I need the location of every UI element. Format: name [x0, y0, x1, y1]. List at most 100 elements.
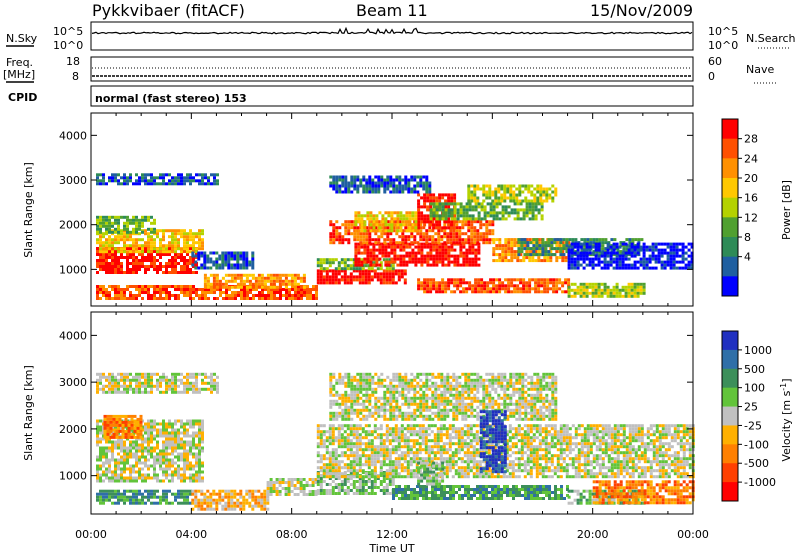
data-cell	[369, 251, 373, 255]
data-cell	[189, 294, 192, 297]
data-cell	[513, 217, 517, 221]
data-cell	[526, 253, 530, 257]
data-cell	[365, 184, 369, 188]
cpid-text: normal (fast stereo) 153	[95, 92, 247, 105]
data-cell	[636, 251, 640, 255]
data-cell	[341, 178, 345, 182]
data-cell	[207, 288, 210, 291]
data-cell	[99, 431, 102, 435]
data-cell	[483, 214, 487, 218]
data-cell	[230, 263, 234, 267]
data-cell	[105, 440, 108, 444]
data-cell	[191, 507, 195, 511]
data-cell	[474, 251, 478, 255]
data-cell	[156, 384, 159, 388]
data-cell	[132, 256, 135, 259]
data-cell	[458, 235, 462, 239]
data-cell	[471, 284, 475, 288]
data-cell	[123, 235, 126, 239]
data-cell	[459, 211, 463, 215]
data-cell	[465, 281, 469, 285]
data-cell	[423, 223, 427, 227]
data-cell	[156, 458, 159, 462]
data-cell	[365, 226, 369, 230]
data-cell	[368, 184, 372, 188]
data-cell	[197, 266, 201, 270]
data-cell	[126, 262, 129, 265]
data-cell	[470, 226, 474, 230]
data-cell	[206, 495, 210, 499]
data-cell	[660, 251, 664, 255]
data-cell	[309, 291, 312, 294]
data-cell	[195, 179, 198, 183]
data-cell	[434, 238, 438, 242]
data-cell	[135, 238, 138, 242]
data-cell	[332, 238, 336, 242]
data-cell	[325, 261, 329, 265]
data-cell	[183, 440, 186, 444]
data-cell	[621, 288, 625, 292]
data-cell	[177, 229, 180, 233]
data-cell	[538, 244, 542, 248]
data-cell	[660, 242, 664, 246]
data-cell	[114, 461, 117, 465]
data-cell	[329, 241, 333, 245]
data-cell	[411, 223, 415, 227]
data-cell	[120, 384, 123, 388]
data-cell	[245, 251, 249, 255]
data-cell	[441, 242, 445, 246]
data-cell	[636, 294, 640, 298]
data-cell	[379, 267, 383, 271]
data-cell	[117, 241, 120, 245]
data-cell	[123, 495, 126, 499]
data-cell	[198, 247, 201, 251]
data-cell	[480, 202, 484, 206]
data-cell	[189, 464, 192, 468]
data-cell	[483, 284, 487, 288]
data-cell	[207, 179, 210, 183]
data-cell	[114, 241, 117, 245]
data-cell	[138, 218, 141, 222]
data-cell	[201, 297, 204, 300]
data-cell	[156, 440, 159, 444]
data-cell	[410, 241, 414, 245]
data-cell	[133, 420, 137, 424]
data-cell	[354, 217, 358, 221]
data-cell	[236, 492, 240, 496]
data-cell	[127, 420, 131, 424]
data-cell	[117, 247, 120, 251]
data-cell	[354, 263, 358, 267]
data-cell	[132, 446, 135, 450]
data-cell	[359, 241, 363, 245]
data-cell	[141, 390, 144, 394]
data-cell	[297, 288, 300, 291]
data-cell	[194, 492, 198, 496]
data-cell	[425, 178, 429, 182]
data-cell	[112, 420, 116, 424]
data-cell	[204, 294, 207, 297]
data-cell	[362, 175, 366, 179]
data-cell	[458, 238, 462, 242]
data-cell	[338, 235, 342, 239]
data-cell	[690, 245, 694, 249]
date-title: 15/Nov/2009	[590, 1, 693, 20]
data-cell	[441, 202, 445, 206]
data-cell	[103, 420, 107, 424]
data-cell	[236, 504, 240, 508]
data-cell	[669, 245, 673, 249]
data-cell	[266, 495, 270, 499]
data-cell	[338, 232, 342, 236]
data-cell	[414, 257, 418, 261]
data-cell	[105, 215, 108, 219]
data-cell	[111, 230, 114, 234]
data-cell	[105, 495, 108, 499]
data-cell	[606, 288, 610, 292]
data-cell	[132, 247, 135, 251]
data-cell	[198, 387, 201, 391]
data-cell	[347, 229, 351, 233]
data-cell	[401, 187, 405, 191]
data-cell	[450, 223, 454, 227]
data-cell	[195, 247, 198, 251]
data-cell	[156, 479, 159, 483]
data-cell	[506, 187, 510, 191]
